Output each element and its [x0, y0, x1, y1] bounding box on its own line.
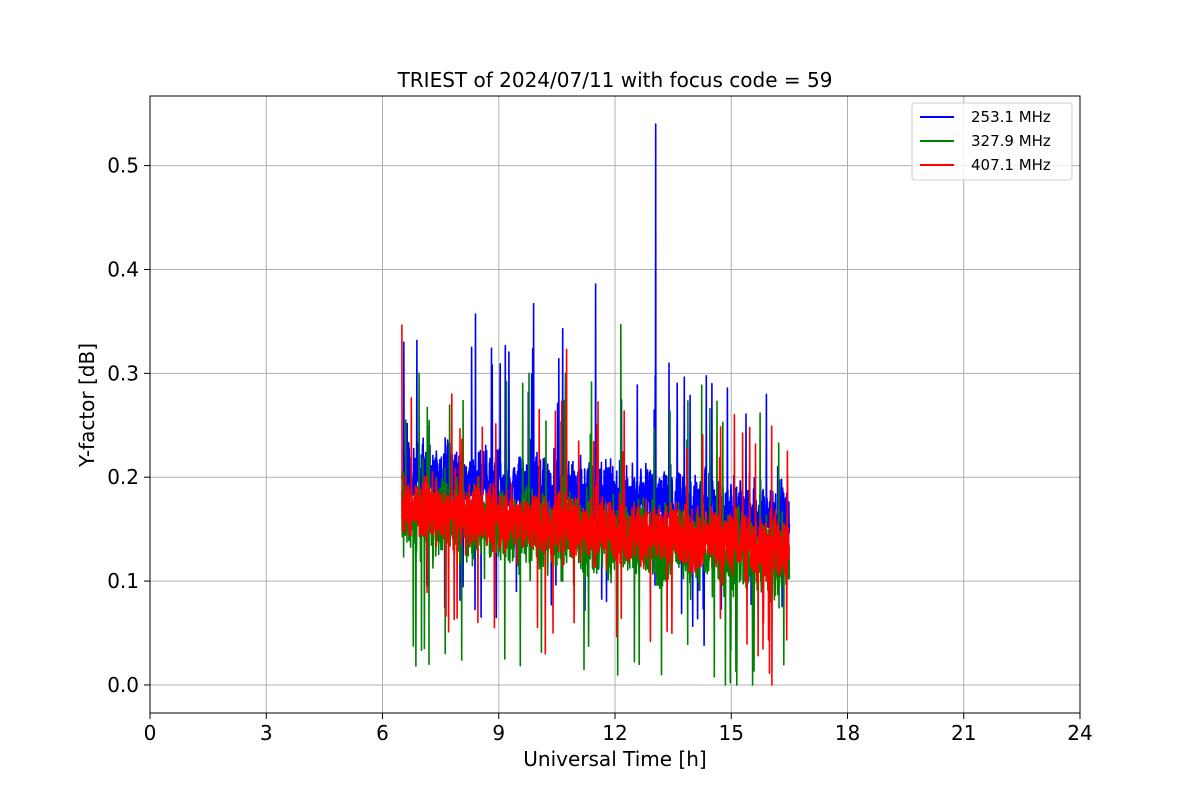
x-tick-label: 6: [376, 721, 389, 745]
y-axis-label: Y-factor [dB]: [75, 343, 99, 468]
legend-entry: 327.9 MHz: [971, 132, 1051, 150]
x-axis-label: Universal Time [h]: [523, 747, 706, 771]
legend-entry: 253.1 MHz: [971, 108, 1051, 126]
chart-title: TRIEST of 2024/07/11 with focus code = 5…: [397, 68, 833, 92]
y-tick-label: 0.5: [107, 154, 139, 178]
x-tick-label: 15: [719, 721, 744, 745]
x-tick-label: 18: [835, 721, 860, 745]
legend-box: [911, 102, 1073, 181]
x-tick-label: 24: [1067, 721, 1092, 745]
series-line-1: [401, 123, 791, 646]
axis-ticks: 0 3 6 9 12 15 18 21 24 0.0 0.1 0.2 0.3 0.4 0.5: [107, 154, 1093, 745]
y-tick-label: 0.1: [107, 569, 139, 593]
y-tick-label: 0.4: [107, 257, 139, 281]
x-tick-label: 3: [260, 721, 273, 745]
y-tick-label: 0.0: [107, 673, 139, 697]
x-tick-label: 12: [602, 721, 627, 745]
legend-entry: 407.1 MHz: [971, 156, 1051, 174]
x-tick-label: 21: [951, 721, 976, 745]
series-line-3: [401, 324, 791, 686]
x-tick-label: 9: [492, 721, 505, 745]
y-tick-label: 0.2: [107, 465, 139, 489]
legend: 253.1 MHz 327.9 MHz 407.1 MHz: [911, 102, 1073, 181]
plot-series: [401, 123, 791, 686]
x-tick-label: 0: [144, 721, 157, 745]
y-tick-label: 0.3: [107, 361, 139, 385]
